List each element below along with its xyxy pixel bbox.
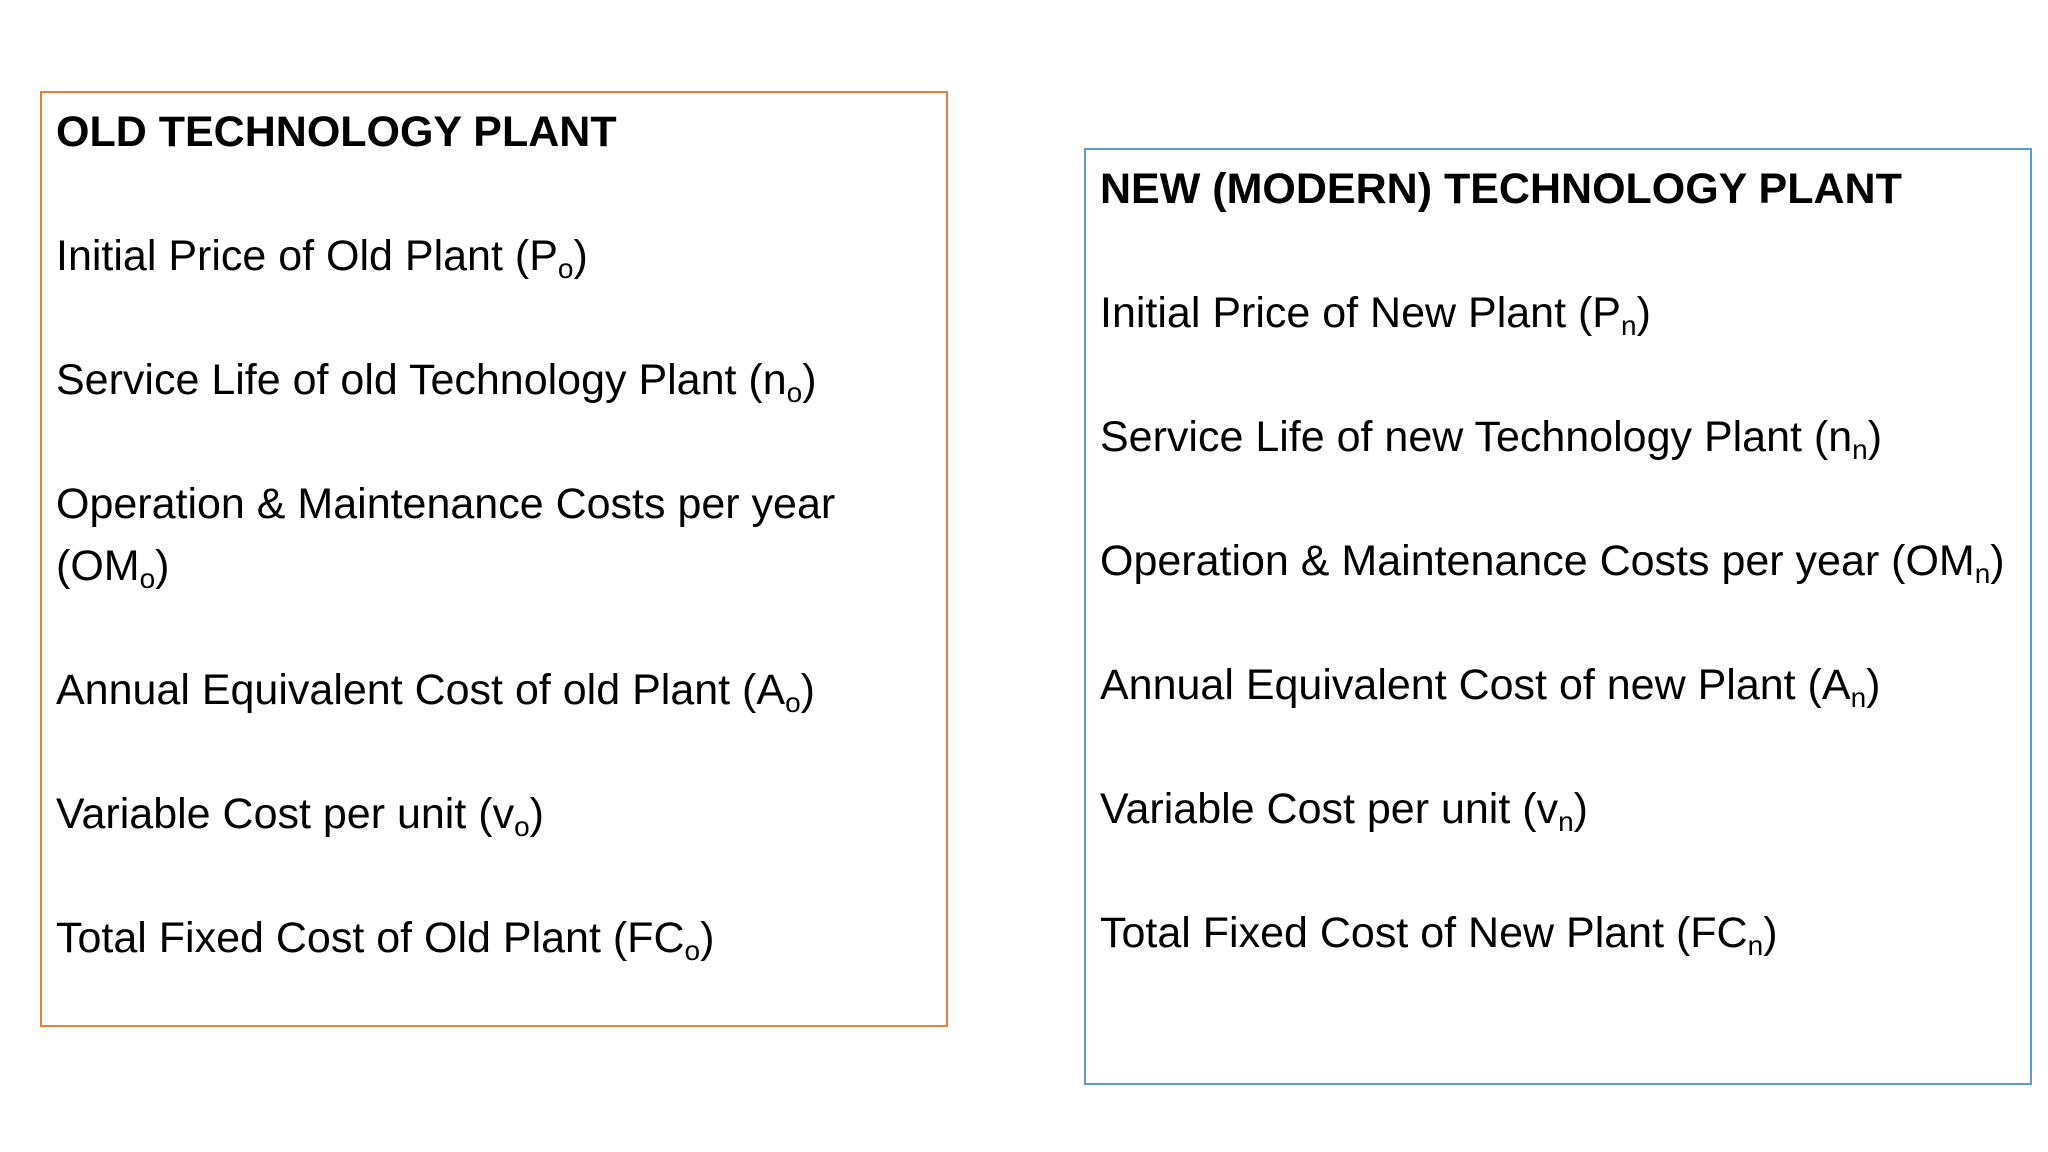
- new-plant-title: NEW (MODERN) TECHNOLOGY PLANT: [1100, 165, 1902, 213]
- old-service-life-subscript: o: [786, 377, 803, 408]
- old-initial-price-text: Initial Price of Old Plant (P: [56, 232, 558, 280]
- old-variable-cost-item: Variable Cost per unit (vo): [56, 783, 932, 845]
- new-annual-equivalent-cost-item: Annual Equivalent Cost of new Plant (An): [1100, 654, 2016, 716]
- old-total-fixed-cost-text: Total Fixed Cost of Old Plant (FC: [56, 914, 685, 962]
- new-service-life-close: ): [1867, 413, 1883, 461]
- old-service-life-close: ): [802, 356, 817, 404]
- old-variable-cost-close: ): [529, 790, 544, 838]
- old-initial-price-subscript: o: [557, 253, 574, 284]
- old-annual-equivalent-cost-item: Annual Equivalent Cost of old Plant (Ao): [56, 659, 932, 721]
- old-variable-cost-subscript: o: [514, 811, 530, 842]
- old-initial-price-close: ): [573, 232, 588, 280]
- new-variable-cost-item: Variable Cost per unit (vn): [1100, 778, 2016, 840]
- new-variable-cost-subscript: n: [1558, 806, 1574, 837]
- old-initial-price-item: Initial Price of Old Plant (Po): [56, 225, 932, 287]
- old-annual-equivalent-cost-close: ): [800, 666, 815, 714]
- new-om-costs-item: Operation & Maintenance Costs per year (…: [1100, 530, 2016, 592]
- new-annual-equivalent-cost-subscript: n: [1850, 682, 1867, 713]
- new-variable-cost-close: ): [1573, 785, 1588, 833]
- old-annual-equivalent-cost-subscript: o: [785, 687, 801, 718]
- old-plant-title: OLD TECHNOLOGY PLANT: [56, 108, 617, 156]
- old-om-costs-close: ): [155, 542, 170, 590]
- new-service-life-text: Service Life of new Technology Plant (n: [1100, 413, 1853, 461]
- old-om-costs-item: Operation & Maintenance Costs per year (…: [56, 473, 932, 597]
- old-total-fixed-cost-subscript: o: [684, 935, 701, 966]
- old-service-life-text: Service Life of old Technology Plant (n: [56, 356, 787, 404]
- old-total-fixed-cost-item: Total Fixed Cost of Old Plant (FCo): [56, 907, 932, 969]
- new-technology-plant-panel: NEW (MODERN) TECHNOLOGY PLANT Initial Pr…: [1084, 148, 2032, 1085]
- old-om-costs-text: Operation & Maintenance Costs per year (…: [56, 480, 836, 590]
- new-initial-price-close: ): [1636, 289, 1651, 337]
- new-initial-price-item: Initial Price of New Plant (Pn): [1100, 282, 2016, 344]
- old-technology-plant-panel: OLD TECHNOLOGY PLANT Initial Price of Ol…: [40, 91, 948, 1027]
- new-om-costs-close: ): [1990, 537, 2005, 585]
- new-om-costs-subscript: n: [1974, 558, 1991, 589]
- old-om-costs-subscript: o: [139, 563, 156, 594]
- new-variable-cost-text: Variable Cost per unit (v: [1100, 785, 1559, 833]
- new-annual-equivalent-cost-close: ): [1866, 661, 1881, 709]
- new-om-costs-text: Operation & Maintenance Costs per year (…: [1100, 537, 1975, 585]
- new-total-fixed-cost-subscript: n: [1747, 930, 1764, 961]
- new-service-life-subscript: n: [1852, 434, 1868, 465]
- old-total-fixed-cost-close: ): [700, 914, 715, 962]
- new-annual-equivalent-cost-text: Annual Equivalent Cost of new Plant (A: [1100, 661, 1851, 709]
- new-initial-price-text: Initial Price of New Plant (P: [1100, 289, 1621, 337]
- new-total-fixed-cost-text: Total Fixed Cost of New Plant (FC: [1100, 909, 1748, 957]
- new-initial-price-subscript: n: [1620, 310, 1637, 341]
- old-variable-cost-text: Variable Cost per unit (v: [56, 790, 515, 838]
- old-annual-equivalent-cost-text: Annual Equivalent Cost of old Plant (A: [56, 666, 786, 714]
- old-service-life-item: Service Life of old Technology Plant (no…: [56, 349, 932, 411]
- new-total-fixed-cost-item: Total Fixed Cost of New Plant (FCn): [1100, 902, 2016, 964]
- new-service-life-item: Service Life of new Technology Plant (nn…: [1100, 406, 2016, 468]
- new-total-fixed-cost-close: ): [1763, 909, 1778, 957]
